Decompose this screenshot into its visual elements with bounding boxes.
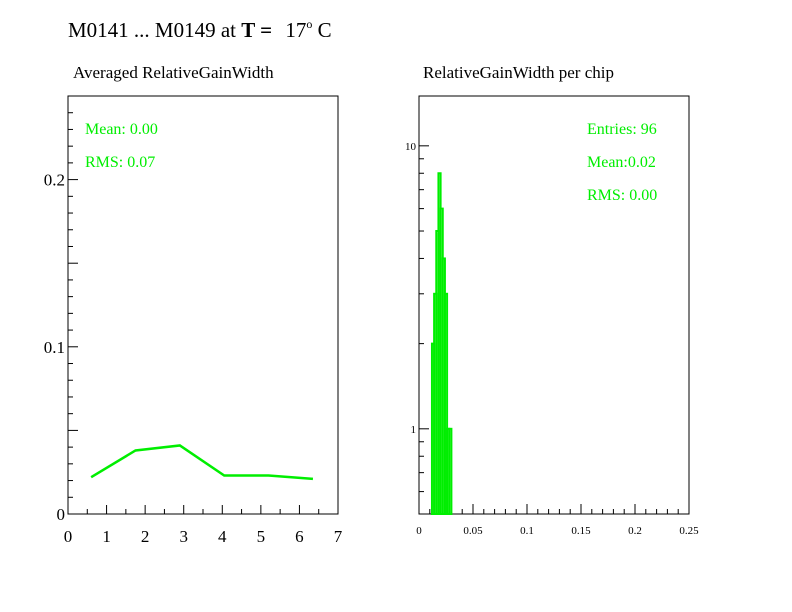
title-main: M0141 ... M0149 at [68, 18, 236, 42]
left-x-tick-label: 7 [334, 527, 343, 546]
left-x-tick-label: 2 [141, 527, 150, 546]
left-x-tick-label: 0 [64, 527, 73, 546]
left-y-tick-label: 0.1 [44, 338, 65, 357]
title-temperature-value: 17 [285, 18, 307, 42]
right-x-tick-label: 0.2 [628, 525, 642, 537]
right-y-tick-label: 10 [405, 141, 417, 153]
left-panel-title: Averaged RelativeGainWidth [73, 63, 274, 82]
histogram-bar [448, 427, 453, 515]
left-stat-mean: Mean: 0.00 [85, 121, 158, 138]
right-y-tick-label: 1 [411, 424, 417, 436]
left-y-tick-label: 0.2 [44, 171, 65, 190]
right-x-tick-label: 0 [416, 525, 422, 537]
left-series-line [90, 444, 314, 481]
right-x-tick-label: 0.25 [679, 525, 699, 537]
right-stat-entries: Entries: 96 [587, 121, 657, 138]
title-temperature-symbol: T = [241, 18, 273, 42]
left-x-tick-label: 6 [295, 527, 304, 546]
left-x-tick-label: 5 [257, 527, 266, 546]
histogram-bar [443, 292, 449, 515]
page-title: M0141 ... M0149 at T = 17o C [68, 17, 332, 43]
right-plot-frame [418, 95, 690, 515]
right-x-tick-label: 0.05 [463, 525, 483, 537]
right-stat-mean: Mean:0.02 [587, 154, 656, 171]
left-stat-rms: RMS: 0.07 [85, 154, 155, 171]
left-x-tick-label: 1 [102, 527, 111, 546]
right-x-tick-label: 0.1 [520, 525, 534, 537]
left-x-tick-label: 3 [179, 527, 188, 546]
right-x-tick-label: 0.15 [571, 525, 591, 537]
left-y-tick-label: 0 [57, 505, 66, 524]
degree-symbol: o [306, 17, 313, 31]
right-stat-rms: RMS: 0.00 [587, 187, 657, 204]
title-temperature-unit: C [317, 18, 332, 42]
left-x-tick-label: 4 [218, 527, 227, 546]
right-panel-title: RelativeGainWidth per chip [423, 63, 614, 82]
